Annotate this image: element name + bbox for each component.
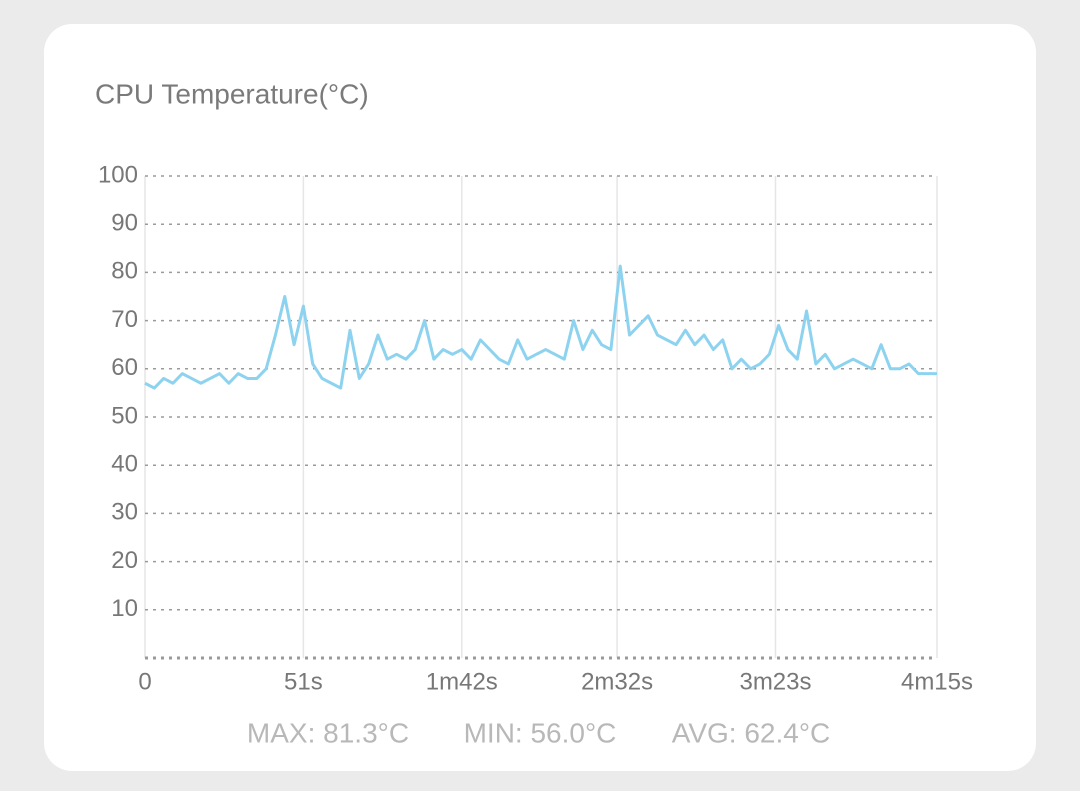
y-tick-label: 30 <box>111 499 138 526</box>
x-tick-label: 1m42s <box>426 668 498 695</box>
x-tick-label: 51s <box>284 668 323 695</box>
stat-label: MAX: 81.3°C <box>247 717 409 748</box>
y-tick-label: 40 <box>111 451 138 478</box>
chart-title: CPU Temperature(°C) <box>95 78 369 109</box>
y-tick-label: 50 <box>111 402 138 429</box>
x-tick-label: 0 <box>138 668 151 695</box>
x-tick-label: 2m32s <box>581 668 653 695</box>
y-tick-label: 60 <box>111 354 138 381</box>
y-tick-label: 80 <box>111 258 138 285</box>
series-line <box>144 264 937 390</box>
x-tick-label: 3m23s <box>739 668 811 695</box>
y-tick-label: 10 <box>111 595 138 622</box>
card <box>44 24 1036 771</box>
stat-label: AVG: 62.4°C <box>672 717 831 748</box>
x-tick-label: 4m15s <box>901 668 973 695</box>
y-tick-label: 90 <box>111 210 138 237</box>
stat-label: MIN: 56.0°C <box>464 717 617 748</box>
y-tick-label: 70 <box>111 306 138 333</box>
y-tick-label: 20 <box>111 547 138 574</box>
y-tick-label: 100 <box>98 161 138 188</box>
